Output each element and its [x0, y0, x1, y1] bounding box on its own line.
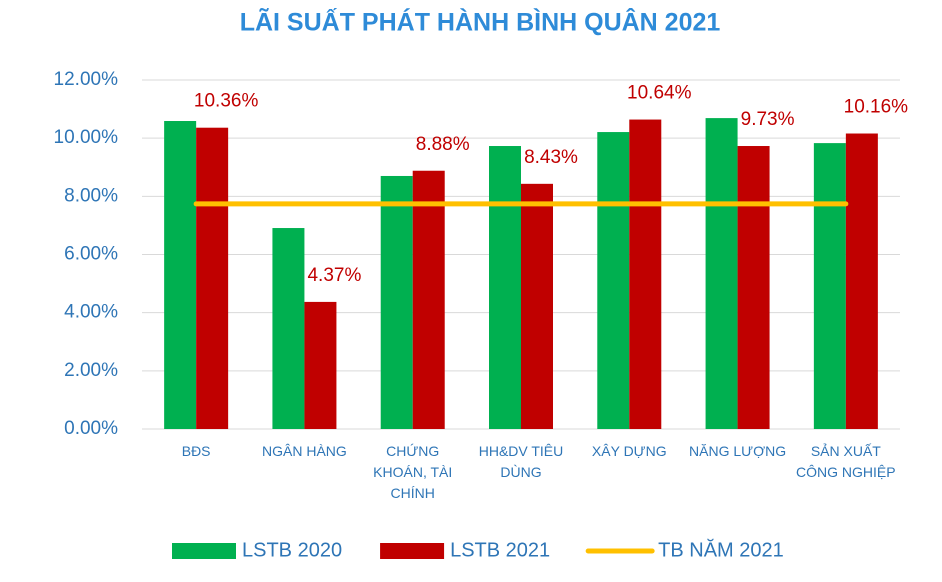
- x-tick-label: NGÂN HÀNG: [262, 443, 347, 459]
- bar: [521, 183, 553, 429]
- y-tick-label: 0.00%: [64, 418, 118, 439]
- y-tick-label: 10.00%: [54, 127, 119, 148]
- bar: [489, 146, 521, 429]
- legend-label: LSTB 2021: [450, 539, 550, 561]
- y-tick-label: 2.00%: [64, 360, 118, 381]
- legend-label: TB NĂM 2021: [658, 538, 784, 561]
- bar: [737, 146, 770, 429]
- x-tick-label: HH&DV TIÊU DÙNG: [478, 443, 564, 480]
- bar: [845, 133, 878, 429]
- bar: [164, 121, 197, 429]
- chart-title: LÃI SUẤT PHÁT HÀNH BÌNH QUÂN 2021: [240, 7, 721, 37]
- legend-swatch: [172, 543, 236, 559]
- data-label: 8.88%: [416, 134, 470, 155]
- data-label: 10.16%: [844, 97, 909, 118]
- data-label: 10.36%: [194, 91, 259, 112]
- data-label: 4.37%: [307, 265, 361, 286]
- x-tick-label: BĐS: [181, 443, 211, 459]
- bar: [272, 228, 305, 429]
- data-label: 9.73%: [741, 109, 795, 130]
- x-tick-label: XÂY DỰNG: [591, 443, 667, 459]
- bar: [196, 127, 229, 430]
- bar: [705, 118, 738, 429]
- bar: [412, 170, 445, 430]
- legend-label: LSTB 2020: [242, 539, 342, 561]
- x-tick-label: NĂNG LƯỢNG: [689, 443, 787, 459]
- y-tick-label: 8.00%: [64, 185, 118, 206]
- y-tick-label: 4.00%: [64, 302, 118, 323]
- x-tick-label: SẢN XUẤT CÔNG NGHIỆP: [796, 443, 896, 480]
- data-label: 8.43%: [524, 147, 578, 168]
- y-tick-label: 6.00%: [64, 244, 118, 265]
- x-tick-label: CHỨNG KHOÁN, TÀI CHÍNH: [373, 443, 453, 501]
- bar: [597, 132, 630, 429]
- bar: [813, 143, 846, 429]
- legend-swatch: [380, 543, 445, 559]
- bar: [380, 175, 413, 429]
- bar: [629, 119, 662, 429]
- y-tick-label: 12.00%: [54, 69, 119, 90]
- data-label: 10.64%: [627, 83, 692, 104]
- bar: [304, 301, 337, 429]
